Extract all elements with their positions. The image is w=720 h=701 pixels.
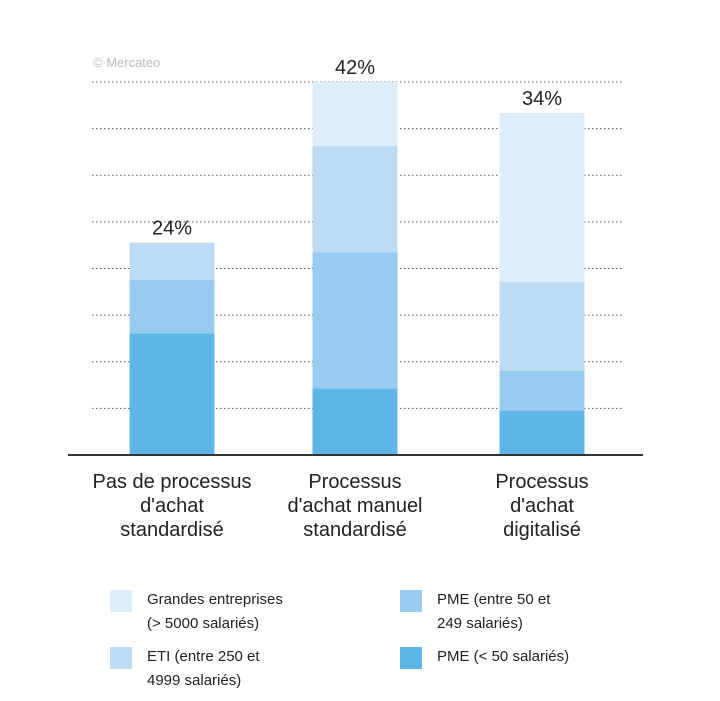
x-tick-label: Processus d'achat digitalisé <box>495 471 589 541</box>
x-tick-label: Processus d'achat manuel standardisé <box>287 471 423 541</box>
bar-segment <box>499 281 585 371</box>
legend-swatch <box>110 590 132 612</box>
bar-segment <box>499 113 585 282</box>
total-label: 24% <box>152 218 192 240</box>
legend-label: PME (entre 50 et 249 salariés) <box>437 591 551 632</box>
legend-swatch <box>400 590 422 612</box>
legend-label: ETI (entre 250 et 4999 salariés) <box>147 648 260 689</box>
bar-segment <box>312 388 398 455</box>
watermark: © Mercateo <box>93 55 160 70</box>
bar-segment <box>129 333 215 455</box>
legend-swatch <box>110 647 132 669</box>
bar-segment <box>499 410 585 455</box>
bar-segment <box>312 145 398 253</box>
bar-segment <box>312 252 398 389</box>
total-label: 34% <box>522 88 562 110</box>
legend-label: Grandes entreprises (> 5000 salariés) <box>147 591 283 632</box>
legend-label: PME (< 50 salariés) <box>437 648 570 665</box>
bar-segment <box>499 370 585 411</box>
bar-segment <box>129 280 215 334</box>
bar-segment <box>129 242 215 281</box>
legend-swatch <box>400 647 422 669</box>
bar-segment <box>312 82 398 146</box>
total-label: 42% <box>335 57 375 79</box>
x-tick-label: Pas de processus d'achat standardisé <box>92 471 252 541</box>
